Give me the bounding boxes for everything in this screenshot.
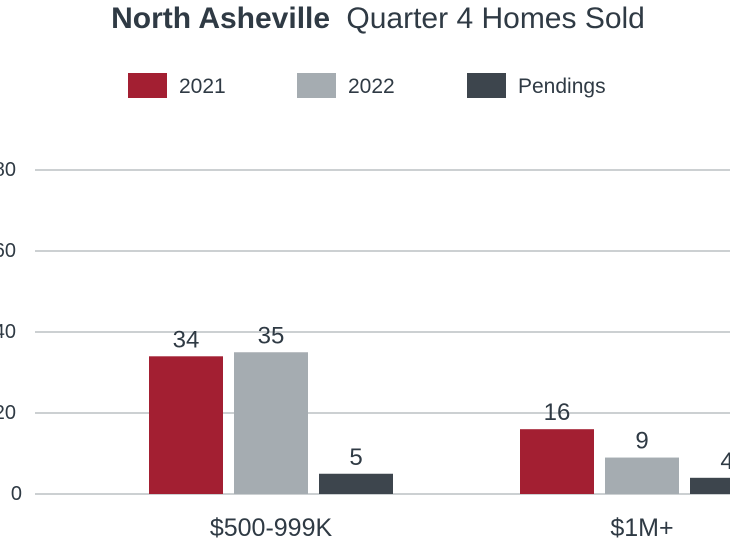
legend-label-2: 2022 <box>348 75 395 98</box>
chart-title-bold: North Asheville <box>111 2 330 35</box>
data-label-1-2: 4 <box>720 448 730 475</box>
bar-0-1 <box>234 352 308 494</box>
legend-swatch-3 <box>467 73 506 98</box>
legend: 2021 2022 Pendings <box>128 73 606 98</box>
y-tick-label-2: 40 <box>0 321 16 343</box>
data-label-1-1: 9 <box>635 428 648 455</box>
data-labels: 34 35 5 16 9 4 <box>173 322 730 475</box>
x-tick-label-0: $500-999K <box>210 514 333 542</box>
gridlines <box>35 169 730 495</box>
y-tick-label-1: 20 <box>0 402 16 424</box>
y-tick-label-3: 60 <box>0 240 16 262</box>
chart-title: North Asheville Quarter 4 Homes Sold <box>111 2 645 35</box>
y-axis-ticks: 0 20 40 60 80 <box>0 159 22 505</box>
data-label-1-0: 16 <box>544 399 571 426</box>
data-label-0-1: 35 <box>258 322 285 349</box>
y-tick-label-0: 0 <box>11 483 22 505</box>
legend-label-3: Pendings <box>518 75 606 98</box>
bar-0-0 <box>149 356 223 494</box>
legend-swatch-1 <box>128 73 167 98</box>
bar-1-1 <box>605 457 679 494</box>
legend-swatch-2 <box>297 73 336 98</box>
bars <box>149 352 730 494</box>
legend-label-1: 2021 <box>179 75 226 98</box>
bar-1-0 <box>520 429 594 494</box>
chart-title-rest: Quarter 4 Homes Sold <box>346 2 644 35</box>
data-label-0-2: 5 <box>349 444 362 471</box>
y-tick-label-4: 80 <box>0 159 16 181</box>
x-axis-ticks: $500-999K $1M+ <box>210 514 674 542</box>
bar-0-2 <box>319 473 393 494</box>
x-tick-label-1: $1M+ <box>610 514 673 542</box>
data-label-0-0: 34 <box>173 326 200 353</box>
bar-1-2 <box>690 477 730 494</box>
